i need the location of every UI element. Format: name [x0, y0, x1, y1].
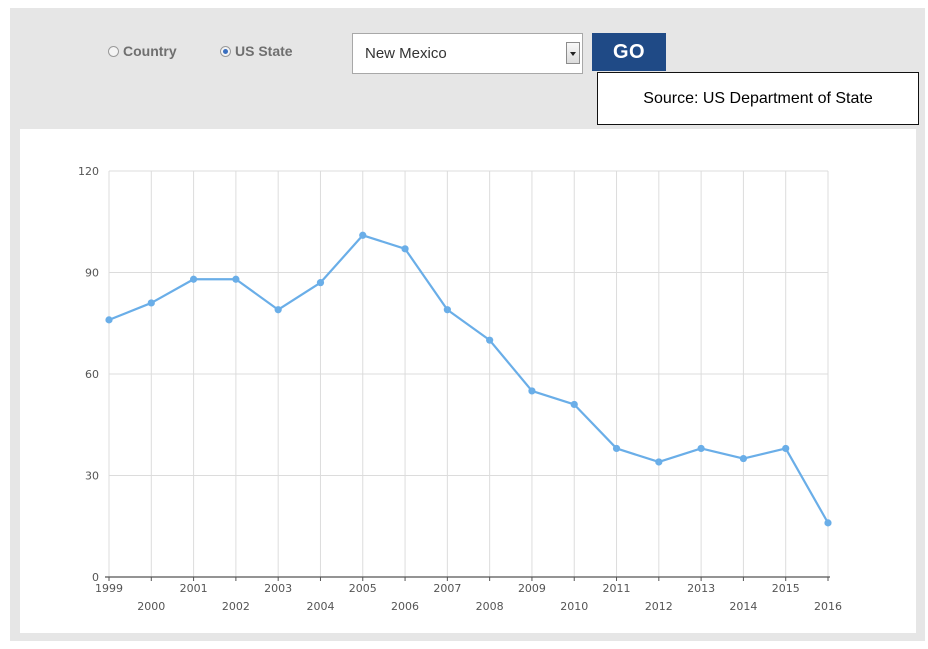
data-point-2014[interactable]: [739, 454, 748, 463]
y-tick-label-90: 90: [85, 267, 99, 280]
data-point-2007[interactable]: [443, 306, 451, 314]
y-tick-label-60: 60: [85, 368, 99, 381]
x-tick-label-1999: 1999: [95, 582, 123, 595]
radio-us-state[interactable]: US State: [220, 42, 293, 60]
data-point-2012[interactable]: [655, 458, 663, 466]
x-tick-label-2002: 2002: [222, 600, 250, 613]
line-chart: 0 30 60 90 120 1999 2000 2001 2002 2003 2004 2005 20…: [78, 165, 842, 613]
x-tick-label-2001: 2001: [180, 582, 208, 595]
y-tick-label-30: 30: [85, 470, 99, 483]
controls-bar: Country US State New Mexico GO Source: U…: [10, 8, 925, 128]
data-point-2010[interactable]: [570, 400, 578, 409]
x-tick-label-2004: 2004: [306, 600, 334, 613]
data-point-2000[interactable]: [147, 299, 155, 307]
data-point-2003[interactable]: [274, 306, 282, 314]
x-tick-label-2000: 2000: [137, 600, 165, 613]
x-tick-label-2007: 2007: [433, 582, 461, 595]
data-point-2004[interactable]: [316, 279, 325, 287]
data-point-2006[interactable]: [401, 245, 409, 253]
data-point-2002[interactable]: [232, 275, 240, 283]
data-point-2008[interactable]: [486, 336, 494, 344]
page-frame: Country US State New Mexico GO Source: U…: [10, 8, 925, 641]
x-tick-label-2013: 2013: [687, 582, 715, 595]
x-tick-label-2005: 2005: [349, 582, 377, 595]
x-tick-label-2012: 2012: [645, 600, 673, 613]
chart-panel: 0 30 60 90 120 1999 2000 2001 2002 2003 2004 2005 20…: [20, 129, 916, 633]
radio-country[interactable]: Country: [108, 42, 177, 60]
radio-country-label: Country: [123, 43, 177, 59]
state-select-value: New Mexico: [365, 45, 447, 62]
data-point-2011[interactable]: [612, 444, 621, 453]
x-tick-label-2016: 2016: [814, 600, 842, 613]
source-note: Source: US Department of State: [597, 72, 919, 125]
series-line: [108, 234, 829, 524]
x-tick-label-2008: 2008: [476, 600, 504, 613]
x-tick-label-2009: 2009: [518, 582, 546, 595]
data-point-2013[interactable]: [697, 444, 705, 453]
data-point-2015[interactable]: [782, 444, 790, 453]
x-tick-label-2015: 2015: [772, 582, 800, 595]
x-tick-label-2011: 2011: [603, 582, 631, 595]
data-point-2001[interactable]: [189, 275, 198, 283]
chevron-down-icon[interactable]: [566, 42, 580, 64]
x-tick-label-2010: 2010: [560, 600, 588, 613]
x-tick-label-2014: 2014: [729, 600, 757, 613]
x-tick-label-2003: 2003: [264, 582, 292, 595]
radio-us-state-label: US State: [235, 43, 293, 59]
y-tick-label-0: 0: [92, 571, 99, 584]
x-tick-label-2006: 2006: [391, 600, 419, 613]
state-select[interactable]: New Mexico: [352, 33, 583, 74]
data-point-2009[interactable]: [528, 387, 536, 395]
data-point-2016[interactable]: [824, 519, 832, 527]
data-point-2005[interactable]: [359, 231, 367, 239]
y-tick-label-120: 120: [78, 165, 99, 178]
radio-us-state-dot[interactable]: [220, 45, 231, 57]
radio-country-dot[interactable]: [108, 45, 119, 57]
data-point-1999[interactable]: [105, 316, 113, 324]
go-button[interactable]: GO: [592, 33, 666, 71]
